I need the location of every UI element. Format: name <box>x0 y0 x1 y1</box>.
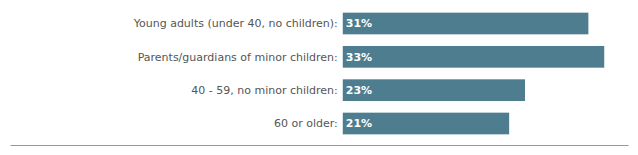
category-label: Young adults (under 40, no children): <box>133 17 338 30</box>
bar <box>343 113 509 135</box>
x-axis <box>11 145 629 146</box>
data-label: 33% <box>346 51 372 64</box>
data-label: 31% <box>346 17 372 30</box>
category-labels: Young adults (under 40, no children): Par… <box>133 17 338 130</box>
category-label: 40 - 59, no minor children: <box>191 84 337 97</box>
bars <box>343 13 604 135</box>
data-label: 23% <box>346 84 372 97</box>
bar <box>343 46 604 68</box>
bar <box>343 79 525 101</box>
chart: Young adults (under 40, no children): Par… <box>0 0 638 155</box>
data-label: 21% <box>346 117 372 130</box>
x-axis-line <box>11 145 629 146</box>
category-label: Parents/guardians of minor children: <box>138 51 338 64</box>
bar <box>343 13 589 35</box>
plot: Young adults (under 40, no children): Par… <box>11 13 629 146</box>
data-labels: 31% 33% 23% 21% <box>346 17 372 130</box>
category-label: 60 or older: <box>274 117 338 130</box>
